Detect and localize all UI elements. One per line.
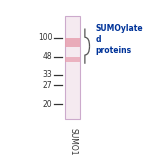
Bar <box>65 16 80 119</box>
Text: 27: 27 <box>43 81 52 90</box>
Bar <box>65 57 80 62</box>
Text: 100: 100 <box>38 34 52 42</box>
Text: SUMO1: SUMO1 <box>68 128 77 155</box>
Text: 48: 48 <box>43 53 52 61</box>
Text: 33: 33 <box>43 70 52 79</box>
Text: 20: 20 <box>43 100 52 109</box>
Bar <box>65 38 80 47</box>
Text: SUMOylate
d
proteins: SUMOylate d proteins <box>96 24 143 55</box>
